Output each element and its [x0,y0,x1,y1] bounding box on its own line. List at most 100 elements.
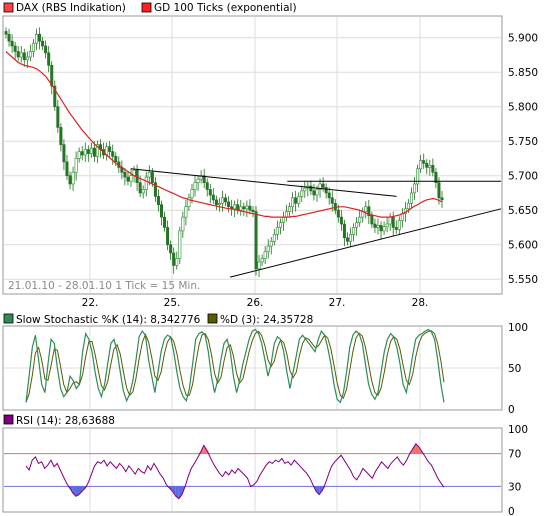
candle-body [300,190,304,197]
rsi-oversold-fill [172,486,176,497]
stoch-k-line [25,328,445,404]
x-tick-label: 27. [329,297,346,309]
candle-body [312,190,316,196]
candle-body [53,85,57,108]
candle-body [217,203,221,205]
candle-body [440,197,444,201]
rsi-line [25,442,445,500]
candle-body [342,223,346,239]
candle-body [345,237,349,242]
candle-body [150,171,154,183]
candle-body [138,182,142,194]
rsi-oversold-fill [72,486,76,497]
candle-body [294,197,298,204]
candle-body [181,216,185,232]
candle-body [7,33,11,42]
candle-body [208,189,212,196]
candle-body [327,192,331,199]
stoch-y-tick-label: 0 [508,404,515,416]
trend-line [230,208,502,278]
candle-body [358,216,362,223]
candle-body [291,197,295,208]
candle-body [166,227,170,245]
rsi-y-tick-label: 30 [508,481,521,493]
y-tick-label: 5.900 [508,33,538,45]
candle-body [370,215,374,225]
legend-swatch-stoch-k [3,313,14,324]
candle-body [147,171,151,178]
rsi-panel-frame [2,427,503,513]
rsi-y-tick-label: 70 [508,449,521,461]
candle-body [315,189,319,196]
y-tick-label: 5.850 [508,67,538,79]
candle-body [364,206,368,212]
candle-body [339,216,343,225]
candle-body [394,227,398,230]
candle-body [13,45,17,52]
candle-body [297,196,301,204]
candle-body [47,52,51,66]
candle-body [141,189,145,194]
candle-body [205,182,209,190]
rsi-overbought-fill [415,443,420,454]
candle-body [349,234,353,242]
candle-body [80,151,84,156]
candle-body [330,197,334,204]
candle-body [111,151,115,157]
candle-body [245,205,249,210]
candle-body [278,222,282,228]
candle-body [236,204,240,211]
x-tick-label: 22. [82,297,99,309]
candle-body [367,206,371,217]
candle-body [65,161,69,176]
candle-body [159,204,163,218]
y-tick-label: 5.600 [508,240,538,252]
candle-body [376,225,380,228]
candle-body [126,176,130,182]
rsi-oversold-fill [75,486,80,497]
candle-body [4,31,8,35]
rsi-oversold-fill [79,486,83,495]
candle-body [318,183,322,190]
candle-body [62,144,66,163]
candle-body [44,45,48,54]
candle-body [144,176,148,190]
legend-label-rsi: RSI (14): 28,63688 [16,415,115,427]
candle-body [233,204,237,210]
candle-body [248,205,252,211]
candle-body [25,56,29,61]
candle-body [227,201,231,208]
x-tick-label: 26. [247,297,264,309]
candle-body [419,160,423,170]
candle-body [19,52,23,58]
candle-body [224,197,228,203]
candle-body [257,261,261,270]
candle-body [172,252,176,266]
rsi-oversold-fill [319,486,323,495]
candle-body [123,171,127,178]
candle-body [416,168,420,185]
y-tick-label: 5.750 [508,136,538,148]
candle-body [202,175,206,183]
candle-body [251,209,255,212]
candle-body [373,223,377,228]
candle-body [59,127,63,145]
candle-body [281,216,285,223]
candle-body [187,197,191,208]
legend-swatch-stoch-d [207,313,218,324]
candle-body [16,51,20,58]
candle-body [397,220,401,230]
candle-body [239,206,243,211]
candle-body [92,147,96,157]
candle-body [220,197,224,204]
candle-body [28,51,32,58]
candle-body [71,171,75,185]
legend-swatch-dax [3,2,14,13]
candle-body [391,216,395,228]
candle-body [413,183,417,194]
candle-body [56,106,60,128]
candle-body [431,165,435,173]
candle-body [114,156,118,163]
rsi-y-tick-label: 100 [508,424,528,436]
candle-body [242,206,246,210]
